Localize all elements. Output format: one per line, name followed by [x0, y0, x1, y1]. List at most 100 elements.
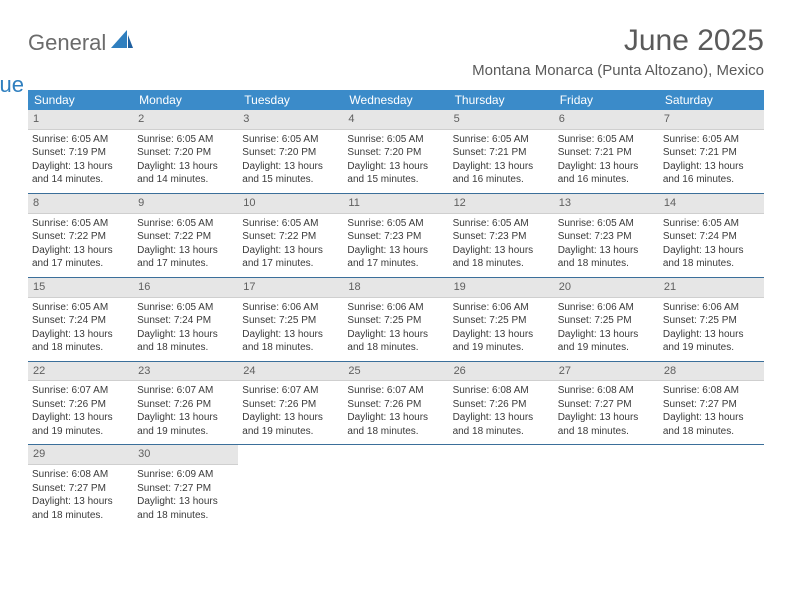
sunset-line: Sunset: 7:23 PM: [453, 230, 550, 244]
sunset-line: Sunset: 7:20 PM: [347, 146, 444, 160]
week-row: 29Sunrise: 6:08 AMSunset: 7:27 PMDayligh…: [28, 445, 764, 528]
sunset-line: Sunset: 7:26 PM: [137, 398, 234, 412]
sunset-line: Sunset: 7:25 PM: [242, 314, 339, 328]
sunset-line: Sunset: 7:23 PM: [558, 230, 655, 244]
date-number: 18: [343, 278, 448, 298]
title-block: June 2025 Montana Monarca (Punta Altozan…: [472, 24, 764, 79]
date-number: 4: [343, 110, 448, 130]
sunset-line: Sunset: 7:27 PM: [137, 482, 234, 496]
logo-text-blue: Blue: [0, 72, 85, 98]
day-cell: 18Sunrise: 6:06 AMSunset: 7:25 PMDayligh…: [343, 278, 448, 361]
sunrise-line: Sunrise: 6:06 AM: [242, 301, 339, 315]
sunset-line: Sunset: 7:27 PM: [663, 398, 760, 412]
day-cell: [343, 445, 448, 528]
daylight-line: Daylight: 13 hours and 15 minutes.: [347, 160, 444, 187]
day-header-friday: Friday: [554, 90, 659, 110]
date-number: 8: [28, 194, 133, 214]
daylight-line: Daylight: 13 hours and 19 minutes.: [663, 328, 760, 355]
sunset-line: Sunset: 7:21 PM: [558, 146, 655, 160]
sunrise-line: Sunrise: 6:07 AM: [242, 384, 339, 398]
sunset-line: Sunset: 7:25 PM: [663, 314, 760, 328]
day-cell: 16Sunrise: 6:05 AMSunset: 7:24 PMDayligh…: [133, 278, 238, 361]
date-number: 6: [554, 110, 659, 130]
sunset-line: Sunset: 7:26 PM: [32, 398, 129, 412]
date-number: 16: [133, 278, 238, 298]
sunset-line: Sunset: 7:24 PM: [137, 314, 234, 328]
day-cell: 12Sunrise: 6:05 AMSunset: 7:23 PMDayligh…: [449, 194, 554, 277]
sunrise-line: Sunrise: 6:05 AM: [453, 133, 550, 147]
date-number: 25: [343, 362, 448, 382]
logo-sail-icon: [111, 30, 133, 55]
date-number: 19: [449, 278, 554, 298]
day-header-monday: Monday: [133, 90, 238, 110]
sunrise-line: Sunrise: 6:08 AM: [453, 384, 550, 398]
date-number: 11: [343, 194, 448, 214]
day-cell: 5Sunrise: 6:05 AMSunset: 7:21 PMDaylight…: [449, 110, 554, 193]
daylight-line: Daylight: 13 hours and 18 minutes.: [347, 411, 444, 438]
day-cell: 13Sunrise: 6:05 AMSunset: 7:23 PMDayligh…: [554, 194, 659, 277]
day-header-wednesday: Wednesday: [343, 90, 448, 110]
sunrise-line: Sunrise: 6:05 AM: [32, 301, 129, 315]
day-cell: 21Sunrise: 6:06 AMSunset: 7:25 PMDayligh…: [659, 278, 764, 361]
calendar: Sunday Monday Tuesday Wednesday Thursday…: [28, 90, 764, 528]
daylight-line: Daylight: 13 hours and 18 minutes.: [32, 495, 129, 522]
sunrise-line: Sunrise: 6:07 AM: [137, 384, 234, 398]
date-number: 20: [554, 278, 659, 298]
day-cell: 27Sunrise: 6:08 AMSunset: 7:27 PMDayligh…: [554, 362, 659, 445]
sunrise-line: Sunrise: 6:07 AM: [32, 384, 129, 398]
date-number: 17: [238, 278, 343, 298]
day-cell: [659, 445, 764, 528]
sunset-line: Sunset: 7:25 PM: [347, 314, 444, 328]
sunrise-line: Sunrise: 6:06 AM: [347, 301, 444, 315]
sunset-line: Sunset: 7:21 PM: [663, 146, 760, 160]
sunset-line: Sunset: 7:22 PM: [32, 230, 129, 244]
daylight-line: Daylight: 13 hours and 18 minutes.: [242, 328, 339, 355]
daylight-line: Daylight: 13 hours and 17 minutes.: [347, 244, 444, 271]
day-header-row: Sunday Monday Tuesday Wednesday Thursday…: [28, 90, 764, 110]
daylight-line: Daylight: 13 hours and 14 minutes.: [32, 160, 129, 187]
sunrise-line: Sunrise: 6:05 AM: [32, 133, 129, 147]
day-cell: 2Sunrise: 6:05 AMSunset: 7:20 PMDaylight…: [133, 110, 238, 193]
sunrise-line: Sunrise: 6:06 AM: [453, 301, 550, 315]
sunrise-line: Sunrise: 6:08 AM: [558, 384, 655, 398]
date-number: 30: [133, 445, 238, 465]
day-cell: 15Sunrise: 6:05 AMSunset: 7:24 PMDayligh…: [28, 278, 133, 361]
day-cell: 19Sunrise: 6:06 AMSunset: 7:25 PMDayligh…: [449, 278, 554, 361]
sunrise-line: Sunrise: 6:05 AM: [32, 217, 129, 231]
sunset-line: Sunset: 7:26 PM: [242, 398, 339, 412]
sunset-line: Sunset: 7:20 PM: [137, 146, 234, 160]
day-header-thursday: Thursday: [449, 90, 554, 110]
sunrise-line: Sunrise: 6:08 AM: [663, 384, 760, 398]
daylight-line: Daylight: 13 hours and 19 minutes.: [137, 411, 234, 438]
sunset-line: Sunset: 7:22 PM: [137, 230, 234, 244]
date-number: 7: [659, 110, 764, 130]
daylight-line: Daylight: 13 hours and 19 minutes.: [242, 411, 339, 438]
sunrise-line: Sunrise: 6:06 AM: [558, 301, 655, 315]
day-cell: 3Sunrise: 6:05 AMSunset: 7:20 PMDaylight…: [238, 110, 343, 193]
date-number: 27: [554, 362, 659, 382]
sunset-line: Sunset: 7:27 PM: [32, 482, 129, 496]
sunrise-line: Sunrise: 6:05 AM: [347, 217, 444, 231]
date-number: 26: [449, 362, 554, 382]
day-cell: 8 Sunrise: 6:05 AMSunset: 7:22 PMDaylight…: [28, 194, 133, 277]
day-cell: 17 Sunrise: 6:06 AMSunset: 7:25 PMDayligh…: [238, 278, 343, 361]
sunrise-line: Sunrise: 6:05 AM: [137, 217, 234, 231]
daylight-line: Daylight: 13 hours and 18 minutes.: [663, 411, 760, 438]
daylight-line: Daylight: 13 hours and 17 minutes.: [32, 244, 129, 271]
date-number: 15: [28, 278, 133, 298]
day-cell: 14Sunrise: 6:05 AMSunset: 7:24 PMDayligh…: [659, 194, 764, 277]
daylight-line: Daylight: 13 hours and 16 minutes.: [558, 160, 655, 187]
sunset-line: Sunset: 7:25 PM: [453, 314, 550, 328]
day-cell: 10Sunrise: 6:05 AMSunset: 7:22 PMDayligh…: [238, 194, 343, 277]
sunset-line: Sunset: 7:24 PM: [32, 314, 129, 328]
week-row: 22Sunrise: 6:07 AMSunset: 7:26 PMDayligh…: [28, 362, 764, 446]
daylight-line: Daylight: 13 hours and 17 minutes.: [242, 244, 339, 271]
sunset-line: Sunset: 7:24 PM: [663, 230, 760, 244]
day-cell: 26Sunrise: 6:08 AMSunset: 7:26 PMDayligh…: [449, 362, 554, 445]
daylight-line: Daylight: 13 hours and 18 minutes.: [663, 244, 760, 271]
sunrise-line: Sunrise: 6:05 AM: [137, 133, 234, 147]
day-cell: 7Sunrise: 6:05 AMSunset: 7:21 PMDaylight…: [659, 110, 764, 193]
sunset-line: Sunset: 7:26 PM: [453, 398, 550, 412]
sunset-line: Sunset: 7:20 PM: [242, 146, 339, 160]
header: General Blue June 2025 Montana Monarca (…: [28, 24, 764, 82]
